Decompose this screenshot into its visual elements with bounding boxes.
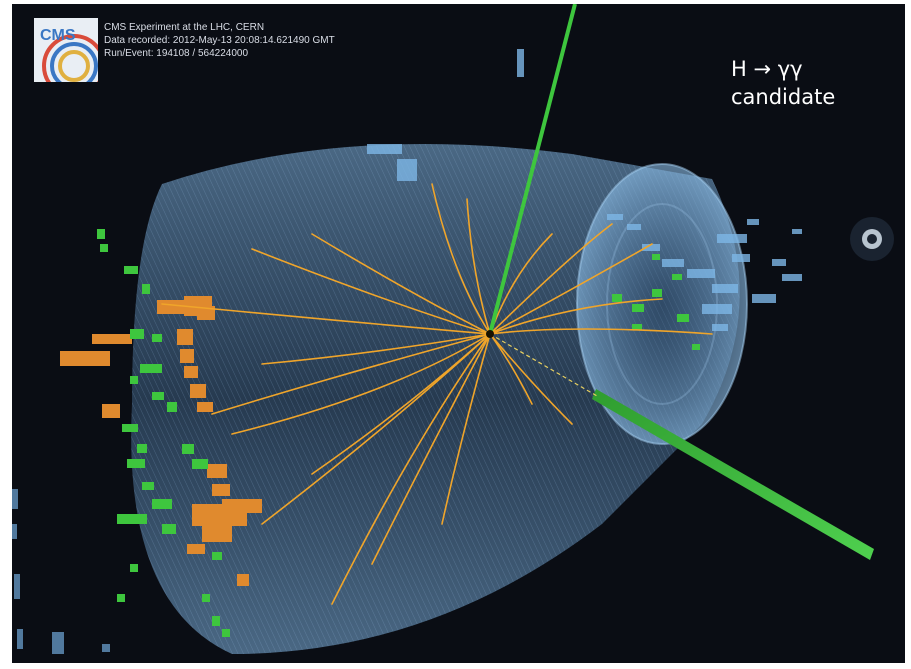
candidate-label: candidate: [731, 85, 836, 109]
photon-candidates: [488, 4, 874, 560]
collision-vertex: [486, 330, 494, 338]
event-display-image: CMS CMS Experiment at the LHC, CERN Data…: [12, 4, 905, 663]
ecal-deposits: [97, 229, 700, 637]
cms-logo: CMS: [34, 18, 98, 82]
candidate-caption: H → γγ candidate: [731, 55, 835, 111]
decay-label: H → γγ: [731, 57, 803, 81]
experiment-label: CMS Experiment at the LHC, CERN: [104, 22, 265, 33]
detector-barrel: [131, 144, 748, 654]
forward-disk: [850, 217, 894, 261]
recorded-date: Data recorded: 2012-May-13 20:08:14.6214…: [104, 35, 335, 46]
event-info: CMS Experiment at the LHC, CERN Data rec…: [104, 21, 335, 60]
run-event: Run/Event: 194108 / 564224000: [104, 48, 249, 59]
endcap-towers: [367, 49, 802, 331]
logo-text: CMS: [40, 27, 76, 44]
hcal-deposits: [60, 296, 262, 586]
outer-fragments: [12, 489, 110, 654]
detector-scene: [12, 4, 894, 654]
charged-tracks: [161, 183, 713, 605]
